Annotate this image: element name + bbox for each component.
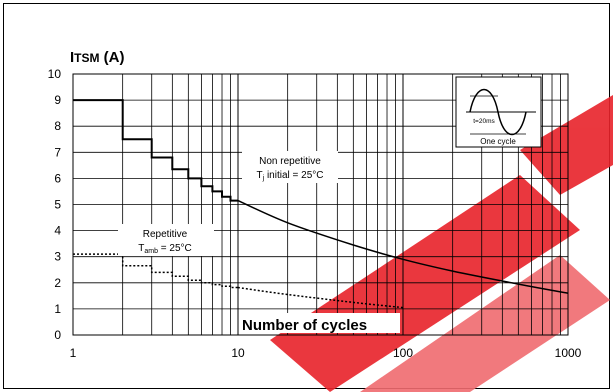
rep-label-line1: Repetitive	[143, 229, 188, 240]
y-tick-label: 3	[54, 250, 61, 264]
y-tick-label: 8	[54, 119, 61, 133]
nonrep-label-bg	[242, 151, 338, 183]
series-steps-repetitive	[73, 253, 238, 289]
sine-wave-icon	[469, 89, 527, 135]
y-tick-label: 2	[54, 276, 61, 290]
series-group	[73, 99, 569, 309]
y-tick-label: 5	[54, 198, 61, 212]
x-tick-label: 1	[70, 346, 77, 360]
y-tick-label: 9	[54, 93, 61, 107]
pulse-width-label: t=20ms	[473, 118, 495, 125]
nonrep-label-line1: Non repetitive	[259, 156, 321, 167]
y-axis-title: ITSM (A)	[70, 49, 125, 66]
series-curve-non-repetitive	[237, 199, 569, 294]
series-curve-repetitive	[237, 286, 404, 309]
y-tick-label: 6	[54, 171, 61, 185]
watermark-stripe-3	[520, 95, 613, 195]
cycle-label: One cycle	[480, 137, 516, 146]
series-steps-non-repetitive	[73, 99, 238, 202]
rep-label-line2: Tamb = 25°C	[138, 243, 191, 255]
y-tick-label: 10	[48, 67, 62, 81]
nonrep-label-line2: Tj initial = 25°C	[257, 170, 324, 182]
x-axis-title-bg	[240, 313, 400, 333]
x-tick-label: 1000	[555, 346, 582, 360]
x-axis-title: Number of cycles	[242, 317, 367, 334]
y-tick-label: 7	[54, 145, 61, 159]
y-tick-label: 4	[54, 224, 61, 238]
x-tick-label: 10	[231, 346, 245, 360]
waveform-inset: t=20ms One cycle	[455, 76, 542, 148]
y-tick-label: 1	[54, 302, 61, 316]
x-tick-label: 100	[393, 346, 413, 360]
y-tick-label: 0	[54, 328, 61, 342]
rep-label-bg	[118, 224, 214, 256]
